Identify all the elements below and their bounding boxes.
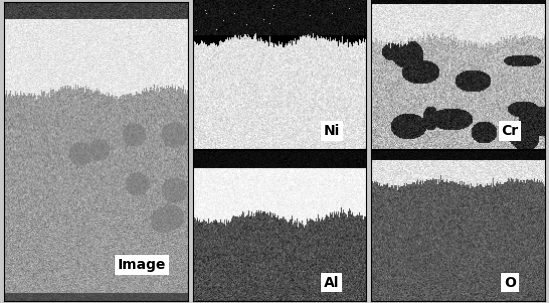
- Text: Image: Image: [118, 258, 166, 272]
- Text: Cr: Cr: [501, 124, 518, 138]
- Text: Al: Al: [324, 275, 339, 290]
- Text: O: O: [504, 275, 516, 290]
- Text: Ni: Ni: [323, 124, 340, 138]
